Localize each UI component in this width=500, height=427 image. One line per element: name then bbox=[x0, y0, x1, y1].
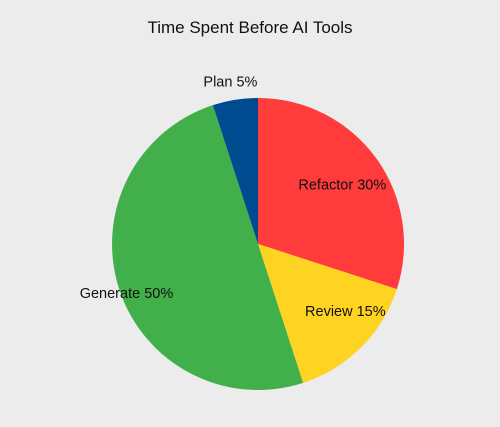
pie-slice-generate bbox=[112, 105, 304, 390]
pie-labels: Refactor 30% Review 15% Generate 50% Plan 5… bbox=[80, 74, 387, 320]
pie-slice-review bbox=[258, 244, 397, 383]
chart-title: Time Spent Before AI Tools bbox=[147, 18, 352, 37]
pie-label-generate: Generate 50% bbox=[80, 286, 174, 302]
pie-label-review: Review 15% bbox=[305, 304, 386, 320]
pie-slice-refactor bbox=[258, 98, 404, 290]
pie-label-plan: Plan 5% bbox=[203, 74, 257, 90]
pie-label-refactor: Refactor 30% bbox=[298, 177, 386, 193]
pie-slice-plan bbox=[212, 98, 258, 244]
pie-slices bbox=[112, 98, 404, 390]
